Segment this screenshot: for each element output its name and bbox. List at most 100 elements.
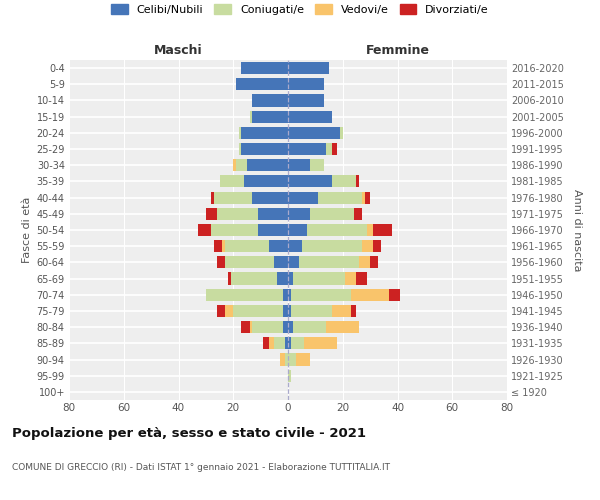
Bar — [340, 127, 343, 139]
Bar — [244, 176, 288, 188]
Bar — [367, 224, 373, 236]
Bar — [211, 192, 214, 203]
Bar — [214, 240, 222, 252]
Bar — [362, 240, 373, 252]
Bar — [241, 127, 288, 139]
Bar — [288, 288, 291, 301]
Bar — [228, 272, 230, 284]
Bar — [288, 110, 332, 122]
Bar — [346, 272, 356, 284]
Bar — [225, 240, 269, 252]
Bar — [307, 224, 367, 236]
Bar — [217, 208, 258, 220]
Bar — [288, 208, 310, 220]
Bar — [274, 338, 285, 349]
Bar — [285, 354, 288, 366]
Bar — [280, 354, 285, 366]
Bar — [288, 176, 332, 188]
Bar — [288, 256, 299, 268]
Bar — [206, 208, 217, 220]
Bar — [217, 256, 225, 268]
Bar — [288, 78, 323, 90]
Bar — [250, 110, 253, 122]
Bar — [332, 143, 337, 155]
Bar — [253, 321, 283, 333]
Bar — [241, 143, 288, 155]
Bar — [230, 272, 277, 284]
Bar — [288, 143, 326, 155]
Bar — [283, 321, 288, 333]
Bar — [269, 240, 288, 252]
Bar — [241, 62, 288, 74]
Bar — [233, 305, 283, 317]
Text: Maschi: Maschi — [154, 44, 203, 58]
Bar — [326, 321, 359, 333]
Bar — [299, 256, 359, 268]
Bar — [304, 338, 337, 349]
Bar — [222, 240, 225, 252]
Bar — [274, 256, 288, 268]
Bar — [277, 272, 288, 284]
Bar — [291, 288, 351, 301]
Bar — [214, 192, 253, 203]
Bar — [206, 288, 283, 301]
Bar — [253, 192, 288, 203]
Bar — [354, 208, 362, 220]
Bar — [288, 94, 323, 106]
Bar — [247, 159, 288, 172]
Y-axis label: Anni di nascita: Anni di nascita — [572, 188, 583, 271]
Bar — [239, 127, 241, 139]
Bar — [326, 143, 332, 155]
Bar — [239, 143, 241, 155]
Bar — [370, 256, 379, 268]
Bar — [288, 338, 291, 349]
Bar — [253, 94, 288, 106]
Bar — [263, 338, 269, 349]
Bar — [293, 321, 326, 333]
Bar — [236, 159, 247, 172]
Bar — [220, 176, 244, 188]
Bar — [258, 208, 288, 220]
Bar — [211, 224, 258, 236]
Bar — [241, 321, 250, 333]
Bar — [288, 224, 307, 236]
Bar — [356, 176, 359, 188]
Bar — [310, 159, 323, 172]
Bar — [288, 305, 291, 317]
Bar — [283, 288, 288, 301]
Bar — [332, 305, 351, 317]
Bar — [365, 192, 370, 203]
Bar — [288, 127, 340, 139]
Bar — [285, 338, 288, 349]
Bar — [288, 159, 310, 172]
Bar — [258, 224, 288, 236]
Bar — [253, 110, 288, 122]
Bar — [362, 192, 365, 203]
Text: Femmine: Femmine — [365, 44, 430, 58]
Bar — [373, 224, 392, 236]
Bar — [217, 305, 225, 317]
Text: Popolazione per età, sesso e stato civile - 2021: Popolazione per età, sesso e stato civil… — [12, 428, 366, 440]
Text: COMUNE DI GRECCIO (RI) - Dati ISTAT 1° gennaio 2021 - Elaborazione TUTTITALIA.IT: COMUNE DI GRECCIO (RI) - Dati ISTAT 1° g… — [12, 463, 390, 472]
Bar — [359, 256, 370, 268]
Bar — [356, 272, 367, 284]
Bar — [288, 192, 318, 203]
Bar — [225, 305, 233, 317]
Bar — [288, 370, 291, 382]
Bar — [291, 338, 304, 349]
Bar — [351, 288, 389, 301]
Bar — [269, 338, 274, 349]
Bar — [288, 62, 329, 74]
Bar — [233, 159, 236, 172]
Bar — [236, 78, 288, 90]
Bar — [283, 305, 288, 317]
Bar — [288, 272, 293, 284]
Bar — [291, 305, 332, 317]
Bar — [225, 256, 274, 268]
Bar — [310, 208, 354, 220]
Bar — [351, 305, 356, 317]
Y-axis label: Fasce di età: Fasce di età — [22, 197, 32, 263]
Bar — [288, 354, 296, 366]
Bar — [332, 176, 356, 188]
Bar — [389, 288, 400, 301]
